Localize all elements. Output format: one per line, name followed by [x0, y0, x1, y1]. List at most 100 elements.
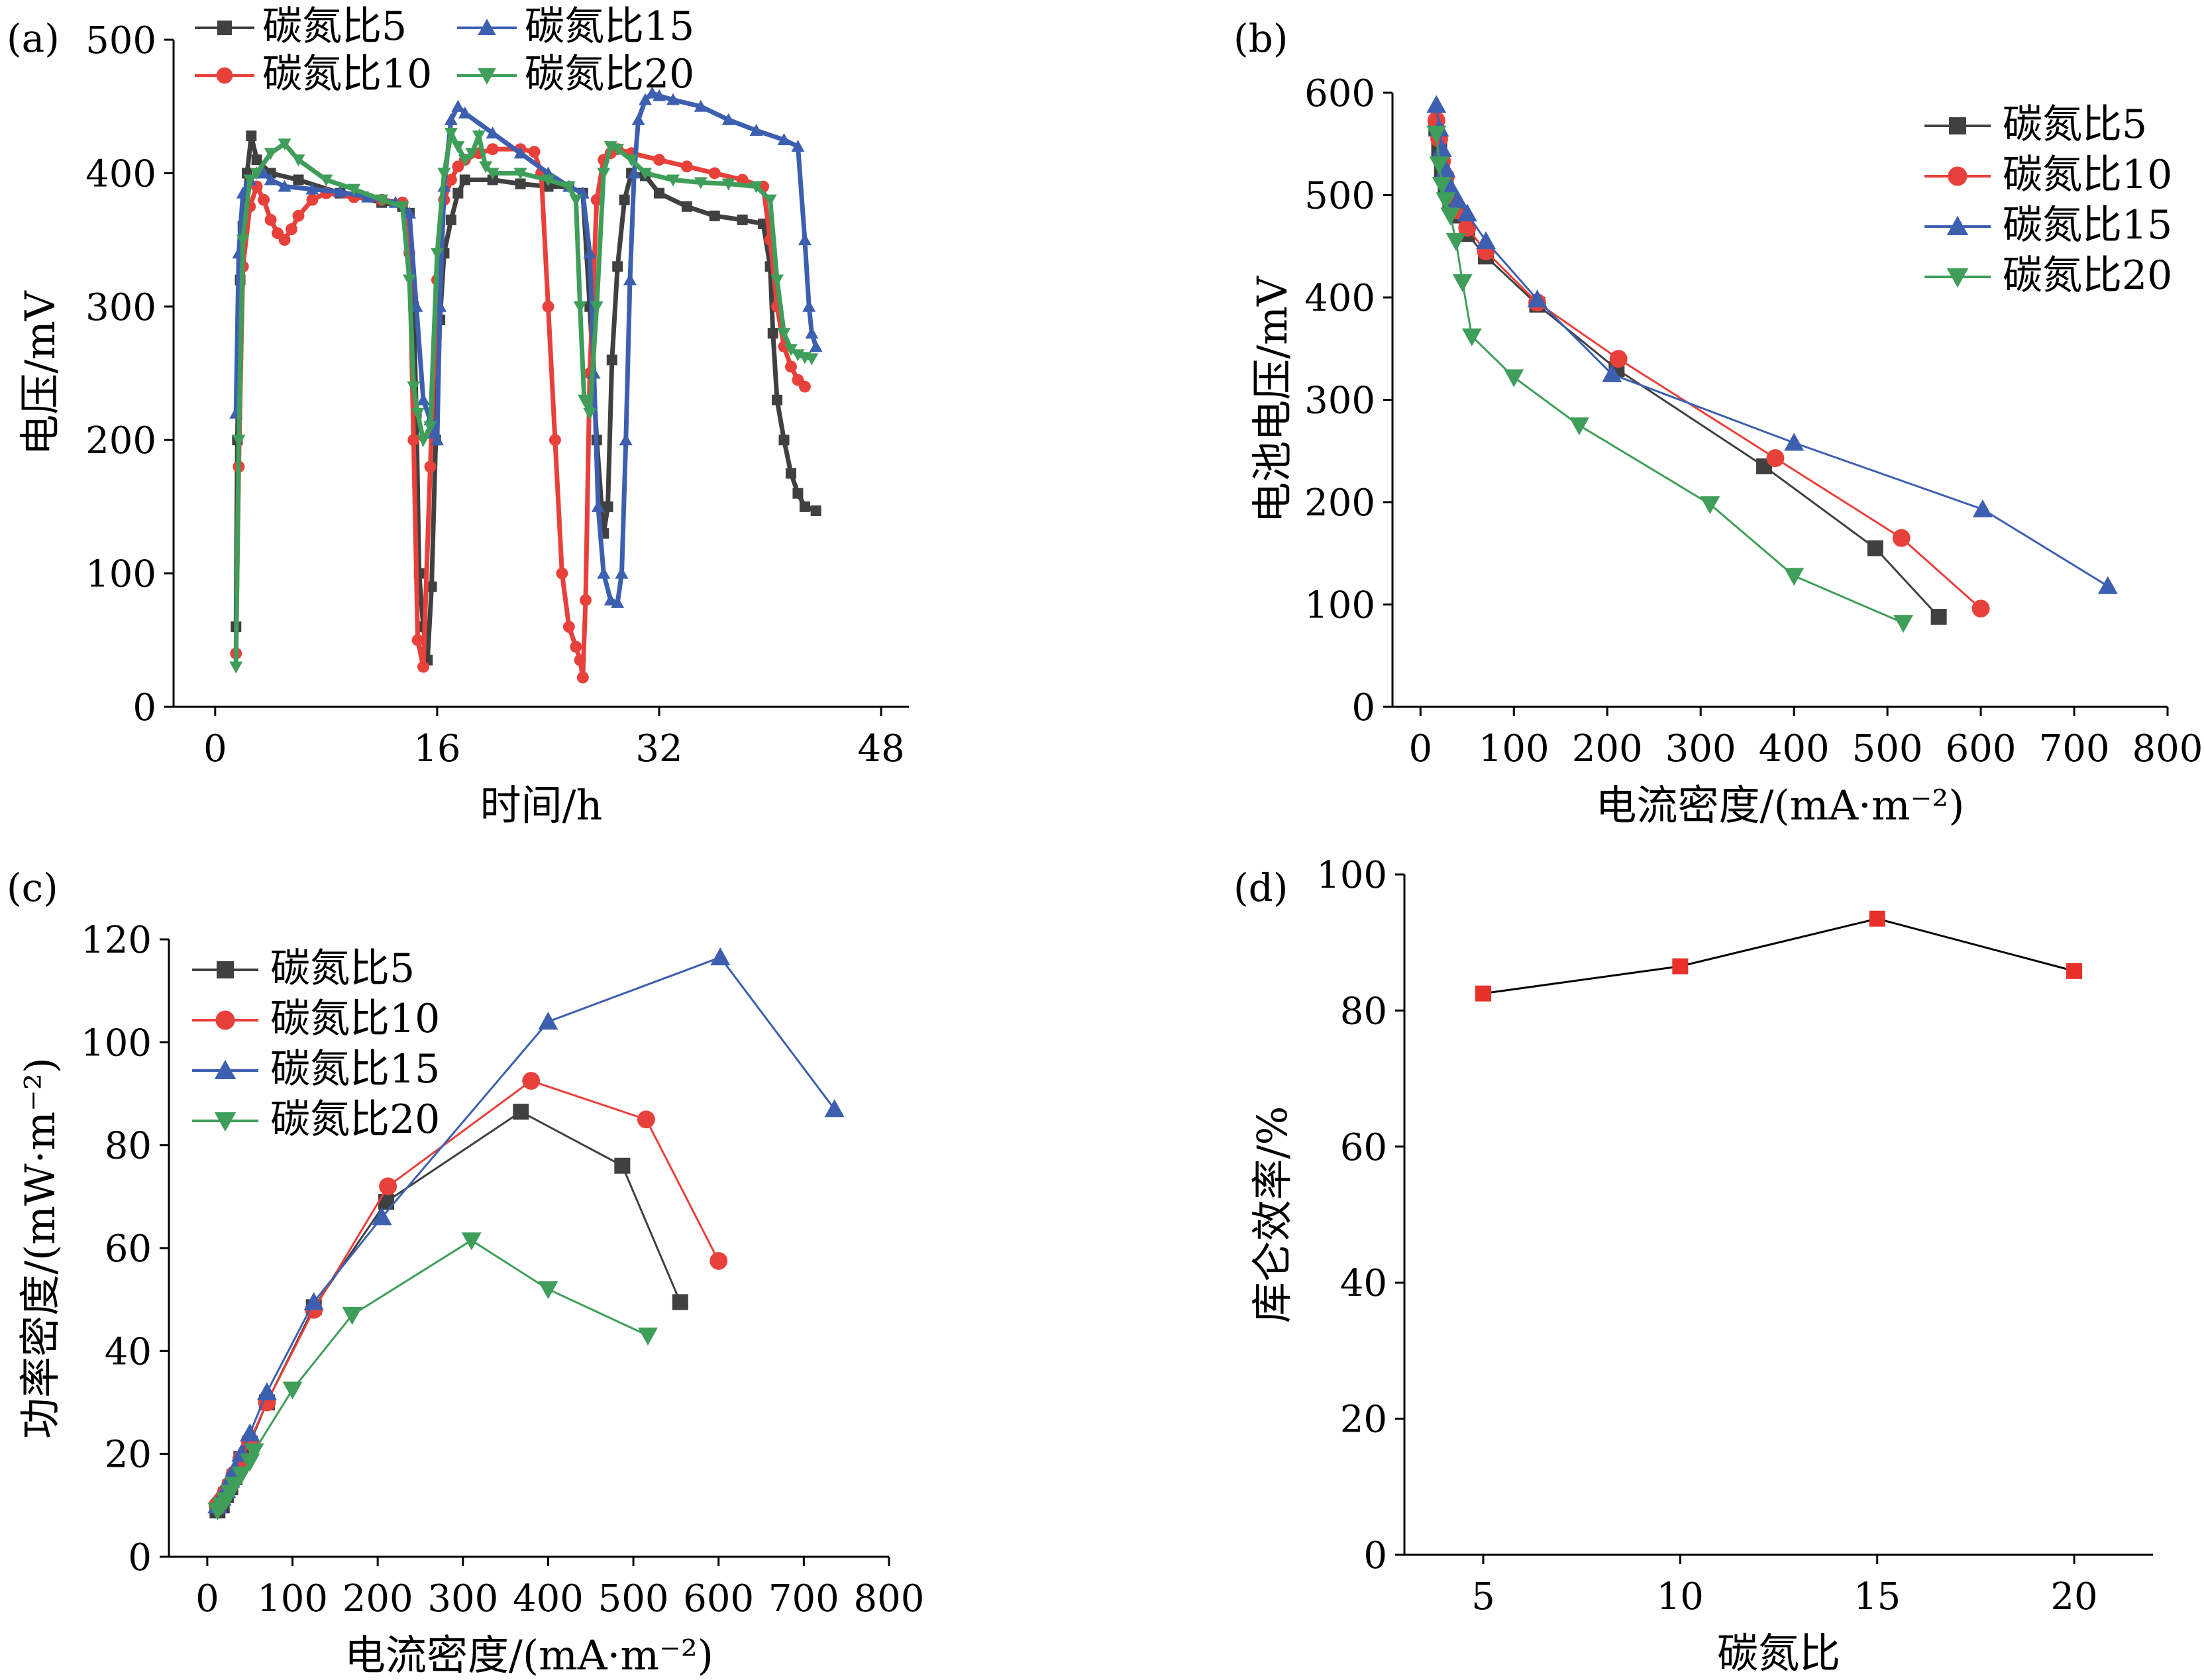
series-line [1435, 133, 1904, 624]
data-point [590, 193, 603, 206]
y-tick-label: 60 [1340, 1126, 1387, 1169]
legend-marker [215, 1010, 235, 1030]
y-tick-label: 0 [132, 686, 156, 729]
data-point [1930, 609, 1947, 625]
data-point [574, 654, 586, 666]
data-point [785, 360, 797, 373]
data-point [615, 566, 629, 579]
data-point [1475, 231, 1496, 250]
x-tick-label: 800 [2132, 727, 2203, 770]
data-point [479, 161, 493, 174]
data-point [767, 328, 778, 339]
data-point [542, 300, 554, 313]
data-point [411, 634, 424, 647]
data-point [805, 353, 819, 366]
data-point [709, 1251, 728, 1270]
series-line [233, 146, 807, 678]
data-point [303, 1292, 324, 1310]
data-point [487, 174, 498, 185]
series-cn15 [229, 86, 823, 608]
data-point [623, 273, 637, 286]
legend-label: 碳氮比20 [2003, 252, 2172, 299]
x-axis-title: 碳氮比 [1717, 1629, 1840, 1677]
data-point [1609, 350, 1628, 368]
data-point [347, 184, 361, 196]
data-point [444, 127, 458, 140]
data-point [810, 505, 821, 516]
data-point [232, 435, 246, 447]
data-point [1784, 568, 1805, 586]
series-line [217, 1079, 720, 1506]
x-axis-title: 电流密度/(mA·m⁻²) [1596, 781, 1965, 829]
data-point [569, 194, 583, 207]
data-point [1784, 433, 1805, 451]
y-axis-title: 库仑效率/% [1248, 1106, 1296, 1324]
x-tick-label: 100 [1479, 727, 1549, 770]
data-point [577, 394, 591, 407]
data-point [1426, 95, 1447, 113]
data-point [784, 344, 798, 356]
legend-label: 碳氮比20 [525, 51, 694, 97]
series-cn20 [1426, 125, 1914, 633]
data-point [282, 1381, 303, 1400]
x-tick-label: 48 [857, 727, 904, 770]
data-point [426, 581, 437, 592]
data-point [416, 393, 430, 405]
x-tick-label: 15 [1854, 1575, 1901, 1618]
x-tick-label: 32 [635, 727, 682, 770]
data-point [777, 328, 791, 341]
data-point [444, 113, 458, 125]
data-point [1766, 449, 1785, 468]
data-point [513, 1104, 529, 1120]
y-tick-label: 100 [85, 553, 156, 596]
y-tick-label: 200 [1304, 482, 1375, 525]
series-cn20 [207, 1232, 658, 1521]
y-tick-label: 200 [85, 419, 156, 462]
data-point [1504, 369, 1524, 388]
data-point [562, 181, 576, 193]
data-point [291, 154, 305, 167]
data-point [792, 488, 804, 499]
data-point [1972, 499, 1993, 517]
x-tick-label: 16 [413, 727, 460, 770]
data-point [681, 201, 692, 212]
x-tick-label: 200 [342, 1577, 413, 1620]
data-point [802, 299, 816, 312]
data-point [445, 214, 456, 225]
legend-label: 碳氮比5 [270, 945, 415, 992]
y-tick-label: 600 [1304, 72, 1375, 115]
x-tick-label: 700 [768, 1577, 839, 1620]
data-point [1869, 910, 1885, 927]
data-point [515, 178, 526, 189]
data-point [603, 593, 617, 605]
data-point [424, 460, 437, 473]
data-point [791, 140, 805, 152]
legend-label: 碳氮比10 [262, 51, 432, 97]
data-point [672, 1294, 688, 1310]
y-axis-title: 电池电压/mV [1248, 276, 1296, 523]
panel-label: (a) [7, 16, 60, 61]
data-point [409, 299, 423, 312]
data-point [293, 174, 304, 185]
data-point [785, 468, 796, 479]
data-point [1457, 203, 1477, 222]
data-point [403, 274, 417, 287]
data-point [798, 380, 811, 393]
data-point [619, 194, 630, 205]
data-point [721, 178, 735, 191]
data-point [749, 123, 763, 136]
data-point [1602, 364, 1622, 382]
x-tick-label: 600 [683, 1577, 754, 1620]
data-point [654, 187, 665, 199]
data-point [264, 173, 278, 185]
panel-label: (d) [1233, 865, 1288, 910]
y-tick-label: 120 [81, 919, 152, 962]
data-point [451, 141, 465, 154]
panel-label: (c) [7, 865, 58, 910]
data-point [1475, 985, 1491, 1002]
x-tick-label: 700 [2039, 727, 2110, 770]
data-point [597, 168, 611, 180]
x-tick-label: 200 [1572, 727, 1643, 770]
data-point [611, 144, 625, 156]
legend-label: 碳氮比10 [270, 996, 440, 1042]
